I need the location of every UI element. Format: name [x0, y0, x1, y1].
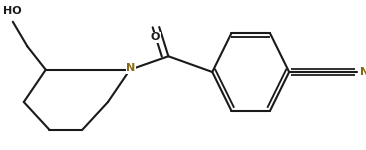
Text: O: O — [151, 33, 160, 42]
Text: N: N — [359, 67, 366, 77]
Text: N: N — [126, 63, 136, 73]
Text: HO: HO — [4, 6, 22, 15]
